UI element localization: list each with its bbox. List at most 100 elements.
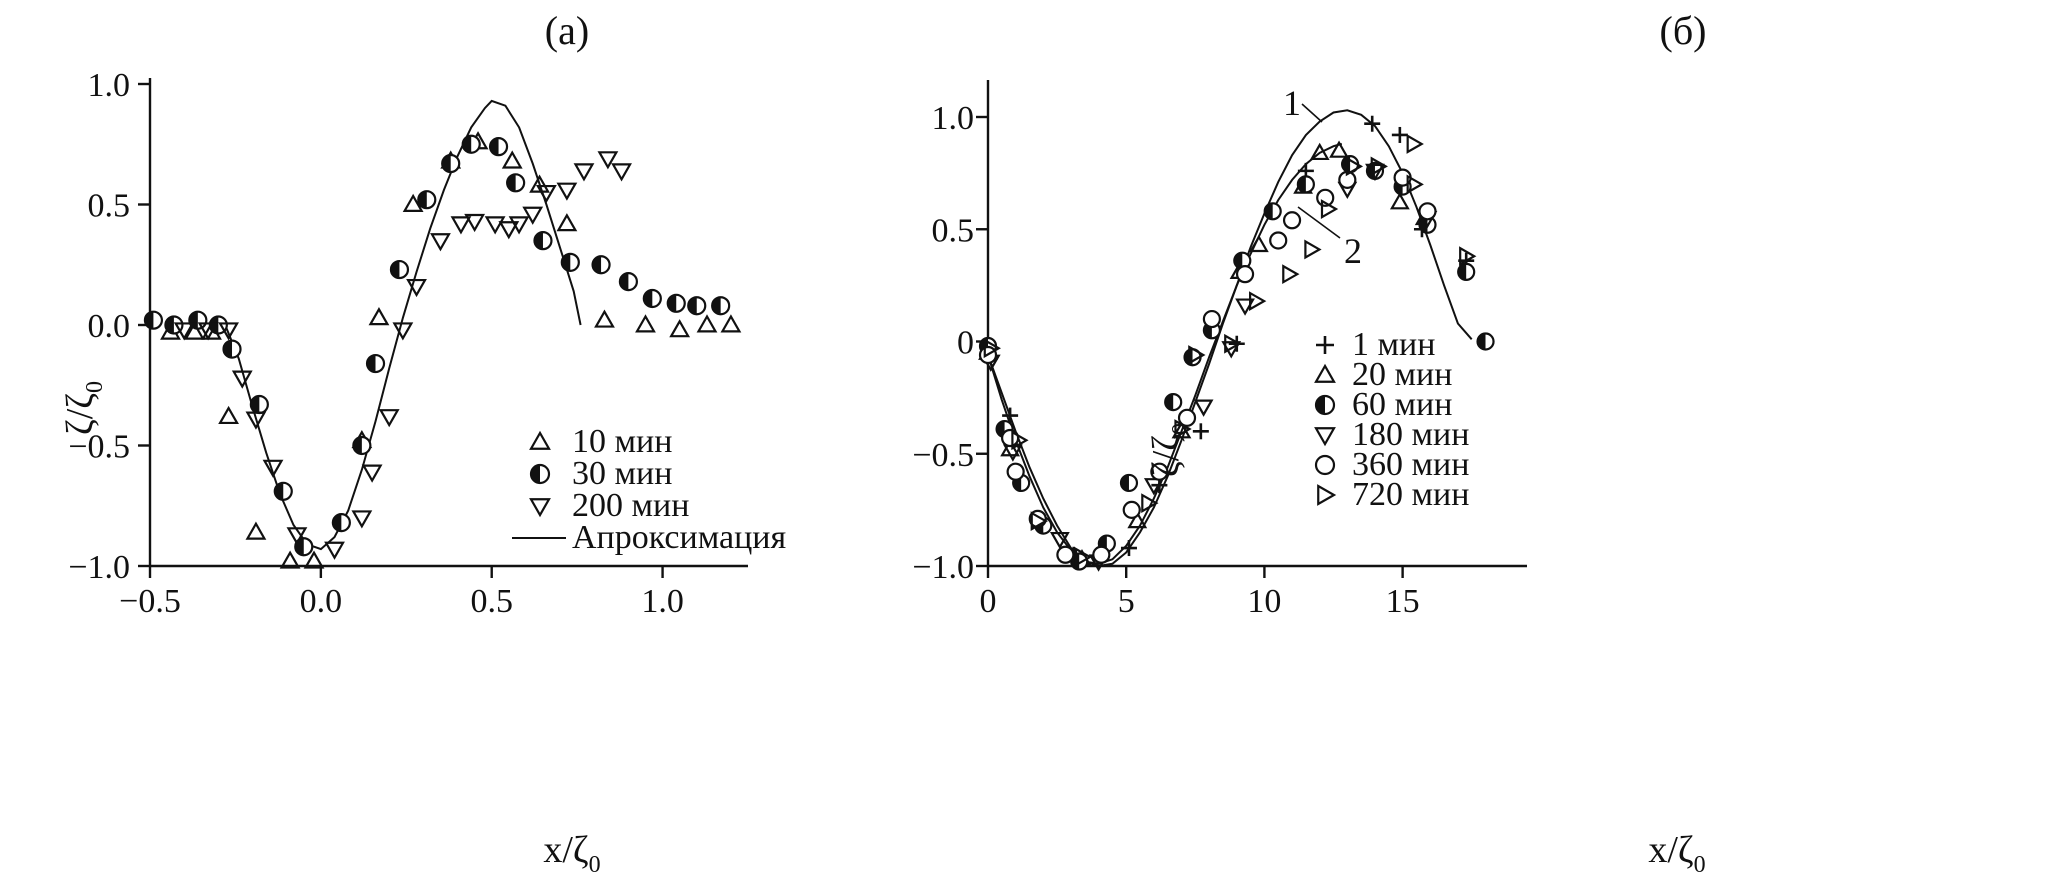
panel-b-point [1002, 407, 1019, 424]
panel-a-point [441, 153, 461, 174]
panel-b-point [1006, 462, 1025, 481]
panel-a-point [352, 435, 372, 456]
panel-a-point [273, 481, 293, 501]
panel-a-point [611, 163, 632, 182]
panel-a-legend-label: 10 мин [572, 423, 672, 460]
panel-a-point [286, 527, 308, 546]
panel-a-point [279, 550, 301, 569]
panel-b-point [1459, 246, 1477, 267]
panel-b-point [1233, 251, 1252, 270]
panel-a-legend-marker [529, 463, 551, 485]
panel-a-point [361, 464, 383, 483]
panel-b-point [1457, 262, 1476, 282]
panel-a-point [484, 216, 506, 235]
panel-b-point [1177, 408, 1197, 427]
panel-a-point [597, 151, 619, 170]
panel-a-point [430, 233, 451, 252]
panel-b-x-tick-label: 10 [1247, 583, 1281, 620]
panel-b-point [1248, 234, 1269, 253]
panel-b-point [1418, 202, 1437, 221]
panel-b-point [1235, 265, 1255, 284]
panel-b-point [1282, 211, 1302, 230]
panel-a-point [218, 405, 239, 425]
panel-a-point [464, 213, 486, 233]
panel-b-y-tick-label: 0.5 [932, 212, 975, 249]
panel-b-point [1056, 545, 1075, 564]
panel-b-point [1119, 473, 1139, 493]
panel-b-legend-marker [1314, 363, 1336, 383]
panel-a-ticks: −0.5 0.0 0.5 1.0−1.0−0.50.00.51.0 [68, 67, 684, 620]
panel-b-point [1263, 202, 1282, 221]
panel-b-point [1282, 264, 1300, 285]
panel-b-point [1309, 142, 1330, 161]
panel-a-x-axis-label: x/ζ0 [543, 829, 600, 878]
panel-a-point [508, 216, 530, 235]
panel-b-point [1030, 511, 1048, 531]
panel-b-series-6 [983, 134, 1477, 567]
panel-a-point [324, 541, 345, 560]
panel-a-point [506, 173, 526, 193]
panel-a-point [245, 521, 267, 540]
panel-a-y-axis-label: ζ/ζ0 [59, 381, 108, 435]
panel-b-legend-label: 360 мин [1352, 446, 1469, 483]
panel-a-point [501, 150, 523, 169]
panel-b-curve-2 [987, 142, 1343, 565]
panel-a-y-tick-label: 0.5 [88, 188, 131, 225]
panel-a-point [560, 252, 580, 272]
chart-panel-b: (б) 0 5 10 15−1.0−0.500.51.0 x/ζ0 ζ/ζ0 12 1… [912, 8, 1706, 878]
panel-b-points [978, 115, 1495, 572]
panel-b-point [1329, 140, 1349, 158]
panel-a-point [461, 134, 481, 154]
panel-a-point [368, 307, 390, 326]
panel-b-curves [987, 109, 1473, 568]
panel-a-point [669, 319, 691, 338]
panel-a-point [720, 314, 742, 333]
panel-b-point [1224, 333, 1242, 354]
panel-b-point [1164, 393, 1183, 412]
panel-b-point [1049, 531, 1070, 550]
panel-a-y-tick-label: −0.5 [68, 429, 130, 466]
panel-b-legend-marker [1314, 427, 1336, 447]
panel-b-point [1188, 345, 1206, 365]
panel-b-legend-label: 20 мин [1352, 356, 1452, 393]
panel-b-point [1304, 239, 1322, 260]
panel-b-y-tick-label: −0.5 [912, 437, 974, 474]
panel-a-legend-label: 30 мин [572, 455, 672, 492]
panel-a-point [249, 394, 269, 415]
panel-a-x-tick-label: 0.5 [470, 583, 513, 620]
panel-a-point [666, 293, 686, 313]
panel-a-point [389, 259, 410, 280]
panel-a-point [591, 255, 611, 275]
panel-a-point [231, 370, 253, 389]
panel-a-point [197, 322, 219, 341]
panel-b-legend-marker [1317, 484, 1337, 506]
panel-b-legend-marker [1316, 336, 1334, 354]
panel-a-point [218, 322, 239, 341]
panel-a-point [696, 314, 718, 333]
panel-a-fit-line-path [224, 99, 582, 551]
panel-a-point [143, 310, 164, 330]
panel-b-annotation-1-leader [1301, 103, 1323, 123]
panel-b-point [1141, 493, 1159, 514]
panel-a-point [173, 322, 195, 341]
panel-b-legend-label: 60 мин [1352, 386, 1452, 423]
panel-b-point [1127, 510, 1148, 529]
panel-b-annotation-1: 1 [1283, 83, 1301, 123]
panel-a-point [294, 537, 314, 557]
panel-a-point [529, 174, 550, 193]
panel-a-point [351, 510, 373, 529]
panel-b-point [1391, 126, 1408, 143]
panel-b-y-tick-label: −1.0 [912, 549, 974, 586]
panel-a-x-tick-label: 1.0 [641, 583, 684, 620]
panel-b-point [1476, 332, 1495, 351]
panel-b-point [1001, 428, 1020, 448]
panel-b-legend-marker [1314, 394, 1336, 416]
panel-b-legend-label: 720 мин [1352, 476, 1469, 513]
panel-a-series-3 [173, 151, 632, 560]
panel-a-title: (а) [545, 8, 589, 53]
panel-a-legend-label: Апроксимация [572, 519, 786, 556]
panel-a-point [522, 206, 544, 225]
panel-a-point [711, 296, 731, 316]
